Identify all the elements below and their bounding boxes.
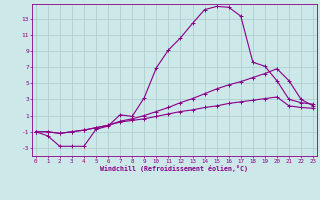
X-axis label: Windchill (Refroidissement éolien,°C): Windchill (Refroidissement éolien,°C) [100, 165, 248, 172]
